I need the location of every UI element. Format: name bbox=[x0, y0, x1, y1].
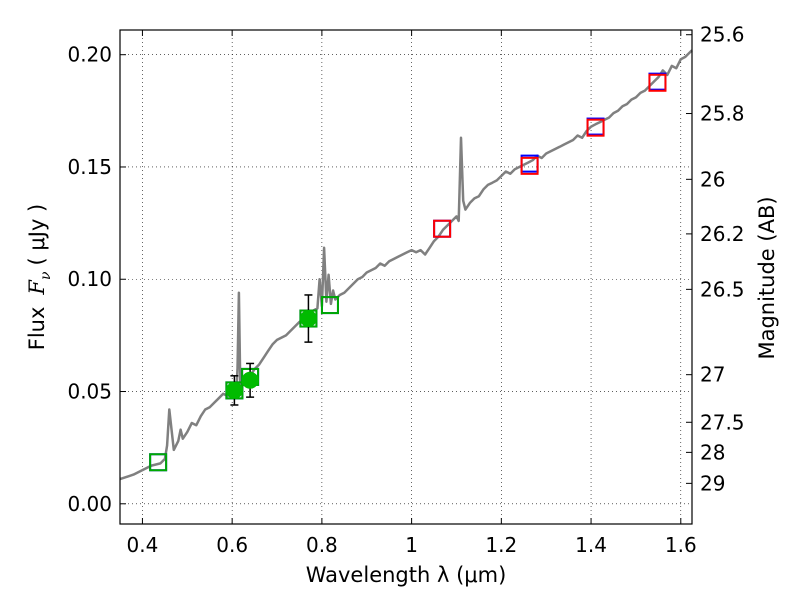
grid bbox=[120, 30, 692, 524]
y2-tick-label: 27.5 bbox=[700, 410, 745, 434]
series-observed-photometry bbox=[225, 294, 317, 406]
x-tick-label: 1.4 bbox=[575, 533, 607, 557]
x-tick-label: 1 bbox=[405, 533, 418, 557]
y-tick-label: 0.10 bbox=[67, 267, 112, 291]
plot-frame bbox=[119, 29, 693, 525]
y-tick-label: 0.15 bbox=[67, 155, 112, 179]
y2-tick-label: 29 bbox=[700, 471, 725, 495]
y2-tick-label: 26.5 bbox=[700, 277, 745, 301]
y-tick-label: 0.00 bbox=[67, 492, 112, 516]
photometry-square bbox=[149, 453, 168, 472]
y-tick-label: 0.20 bbox=[67, 43, 112, 67]
photometry-square bbox=[520, 156, 539, 175]
y-axis-label: Flux Fν ( μJy ) bbox=[25, 204, 54, 350]
y-axis-label-unit: ( μJy ) bbox=[25, 204, 49, 266]
y-axis-label-prefix: Flux bbox=[25, 307, 49, 351]
y2-tick-label: 25.8 bbox=[700, 102, 745, 126]
series-red-model-photometry bbox=[433, 73, 667, 238]
photometry-square bbox=[433, 219, 452, 238]
y-tick-label: 0.05 bbox=[67, 380, 112, 404]
x-axis-label: Wavelength λ (μm) bbox=[306, 563, 507, 587]
ticks-layer: 0.4 0.6 0.8 1 1.2 1.4 1.6 0.00 0.05 0.10 0.15 0.20 2… bbox=[67, 23, 744, 557]
observed-point bbox=[225, 381, 243, 399]
x-tick-label: 1.6 bbox=[665, 533, 697, 557]
y-axis-label-symbol: F bbox=[25, 279, 49, 296]
x-tick-label: 0.8 bbox=[306, 533, 338, 557]
y2-axis-label: Magnitude (AB) bbox=[755, 196, 779, 359]
y2-tick-label: 27 bbox=[700, 363, 725, 387]
y-axis-label-subscript: ν bbox=[38, 271, 54, 280]
x-tick-label: 0.6 bbox=[216, 533, 248, 557]
series-layer bbox=[119, 49, 693, 481]
y2-tick-label: 26 bbox=[700, 167, 725, 191]
photometry-square bbox=[320, 296, 339, 315]
y2-tick-label: 26.2 bbox=[700, 222, 745, 246]
x-tick-label: 0.4 bbox=[127, 533, 159, 557]
x-tick-label: 1.2 bbox=[485, 533, 517, 557]
observed-point bbox=[299, 310, 317, 328]
y2-tick-label: 28 bbox=[700, 440, 725, 464]
photometry-square bbox=[586, 118, 605, 137]
y2-tick-label: 25.6 bbox=[700, 23, 745, 47]
observed-point bbox=[241, 371, 259, 389]
photometry-square bbox=[648, 73, 667, 92]
